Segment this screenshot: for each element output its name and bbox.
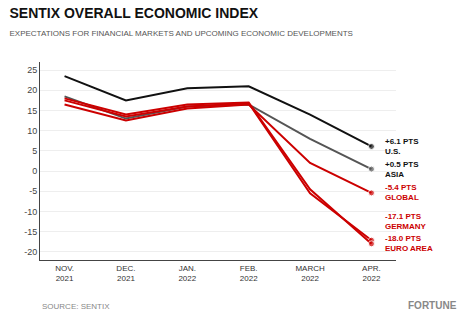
svg-text:-17.1 PTSGERMANY: -17.1 PTSGERMANY [385, 212, 427, 231]
svg-text:-18.0 PTSEURO AREA: -18.0 PTSEURO AREA [385, 234, 433, 253]
svg-text:DEC.2021: DEC.2021 [116, 264, 135, 283]
svg-text:-5.4 PTSGLOBAL: -5.4 PTSGLOBAL [385, 183, 419, 202]
svg-text:+0.5 PTSASIA: +0.5 PTSASIA [385, 160, 419, 179]
svg-text:SOURCE: SENTIX: SOURCE: SENTIX [42, 302, 110, 311]
svg-text:MARCH2022: MARCH2022 [295, 264, 325, 283]
svg-text:SENTIX OVERALL ECONOMIC INDEXE: SENTIX OVERALL ECONOMIC INDEXEXPECTATION… [9, 5, 352, 38]
svg-text:-5: -5 [29, 186, 37, 196]
svg-text:JAN.2022: JAN.2022 [178, 264, 196, 283]
svg-text:APR.2022: APR.2022 [362, 264, 381, 283]
svg-text:25: 25 [27, 65, 37, 75]
svg-text:0: 0 [32, 166, 37, 176]
svg-text:-20: -20 [24, 247, 37, 257]
svg-text:+6.1 PTSU.S.: +6.1 PTSU.S. [385, 137, 419, 156]
svg-text:15: 15 [27, 106, 37, 116]
svg-text:NOV.2021: NOV.2021 [55, 264, 74, 283]
svg-text:FEB.2022: FEB.2022 [240, 264, 258, 283]
svg-text:20: 20 [27, 85, 37, 95]
svg-text:10: 10 [27, 126, 37, 136]
svg-text:5: 5 [32, 146, 37, 156]
svg-text:-10: -10 [24, 207, 37, 217]
svg-text:FORTUNE: FORTUNE [408, 300, 457, 311]
svg-text:-15: -15 [24, 227, 37, 237]
